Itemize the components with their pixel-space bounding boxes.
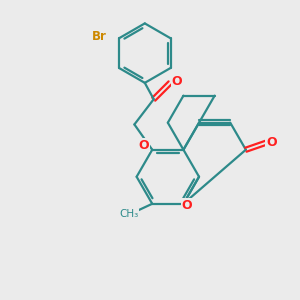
Text: O: O bbox=[182, 199, 192, 212]
Text: O: O bbox=[171, 75, 182, 88]
Text: O: O bbox=[266, 136, 277, 149]
Text: Br: Br bbox=[92, 30, 106, 43]
Text: CH₃: CH₃ bbox=[119, 208, 139, 219]
Text: O: O bbox=[139, 139, 149, 152]
